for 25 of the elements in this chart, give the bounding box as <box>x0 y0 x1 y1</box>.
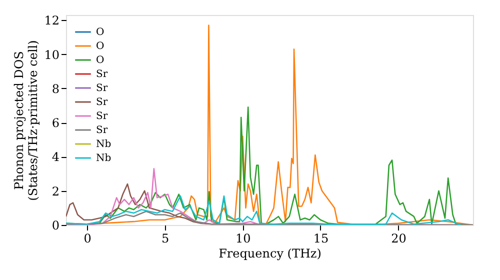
legend-label: O <box>96 55 104 66</box>
y-tick-label: 8 <box>52 82 60 96</box>
x-tick-label: 5 <box>162 232 170 246</box>
legend-label: Sr <box>96 69 108 80</box>
y-tick-label: 0 <box>52 218 60 232</box>
legend-label: Sr <box>96 111 108 122</box>
y-tick-label: 4 <box>52 150 60 164</box>
x-tick-label: 10 <box>236 232 251 246</box>
y-tick-label: 2 <box>52 184 60 198</box>
x-tick-label: 20 <box>391 232 406 246</box>
x-tick-label: 0 <box>84 232 92 246</box>
line-series <box>66 195 462 225</box>
legend-label: Sr <box>96 83 108 94</box>
legend-label: Sr <box>96 125 108 136</box>
x-axis-title: Frequency (THz) <box>218 246 322 260</box>
legend-label: O <box>96 41 104 52</box>
y-axis-title: Phonon projected DOS (States/THz·primitive cell) <box>12 40 40 201</box>
legend-label: Sr <box>96 97 108 108</box>
y-tick-label: 12 <box>44 14 60 28</box>
legend-label: Nb <box>96 153 112 164</box>
legend-label: Nb <box>96 139 112 150</box>
y-tick-label: 6 <box>52 116 60 130</box>
y-tick-label: 10 <box>44 48 60 62</box>
legend-label: O <box>96 27 104 38</box>
x-tick-label: 15 <box>313 232 329 246</box>
